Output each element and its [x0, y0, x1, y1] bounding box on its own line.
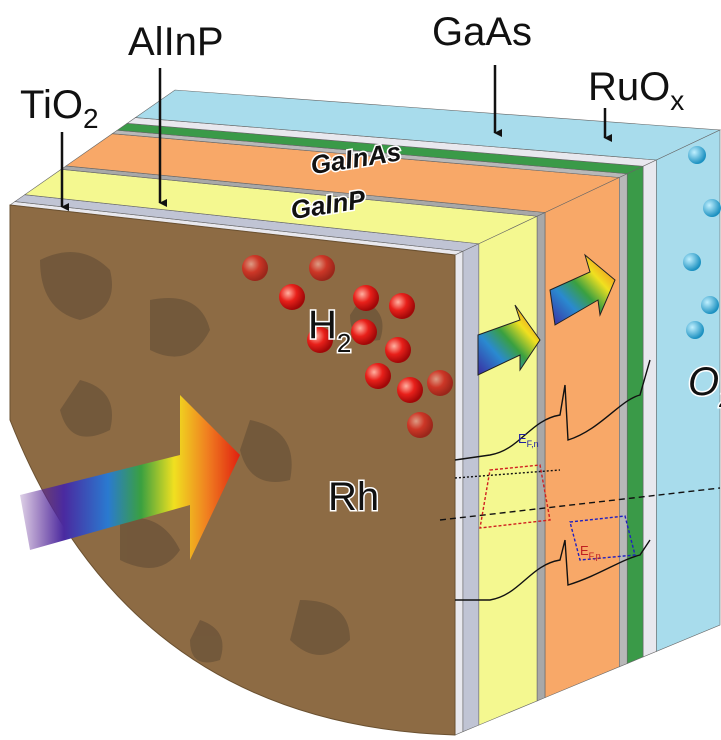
o2-label: O2 [688, 360, 721, 413]
side-layer [656, 129, 721, 652]
o2-bubbles [683, 146, 721, 339]
h2-label: H2 [308, 303, 351, 358]
side-layer [536, 212, 546, 702]
side-layer [454, 250, 464, 736]
gaas-label: GaAs [432, 10, 532, 54]
side-layer [544, 177, 620, 699]
side-layer [618, 173, 628, 668]
efp-label: EF,p [580, 543, 601, 561]
alinp-label: AlInP [128, 20, 224, 64]
light-arrow-small [477, 304, 541, 376]
side-layer [626, 165, 644, 664]
h2-bubbles [242, 255, 453, 438]
tio2-label: TiO2 [20, 83, 99, 134]
light-arrow [20, 395, 240, 560]
grain-pattern [40, 252, 383, 663]
rh-label: Rh [328, 475, 379, 519]
ruox-label: RuOx [588, 65, 684, 116]
side-layer [462, 243, 480, 733]
pointer-arrows [60, 65, 612, 211]
light-arrow-large [549, 253, 616, 326]
side-layer [478, 215, 538, 726]
efn-label: EF,n [518, 431, 539, 449]
band-diagram [439, 359, 721, 601]
side-layer [642, 159, 657, 658]
top-face [9, 89, 721, 256]
